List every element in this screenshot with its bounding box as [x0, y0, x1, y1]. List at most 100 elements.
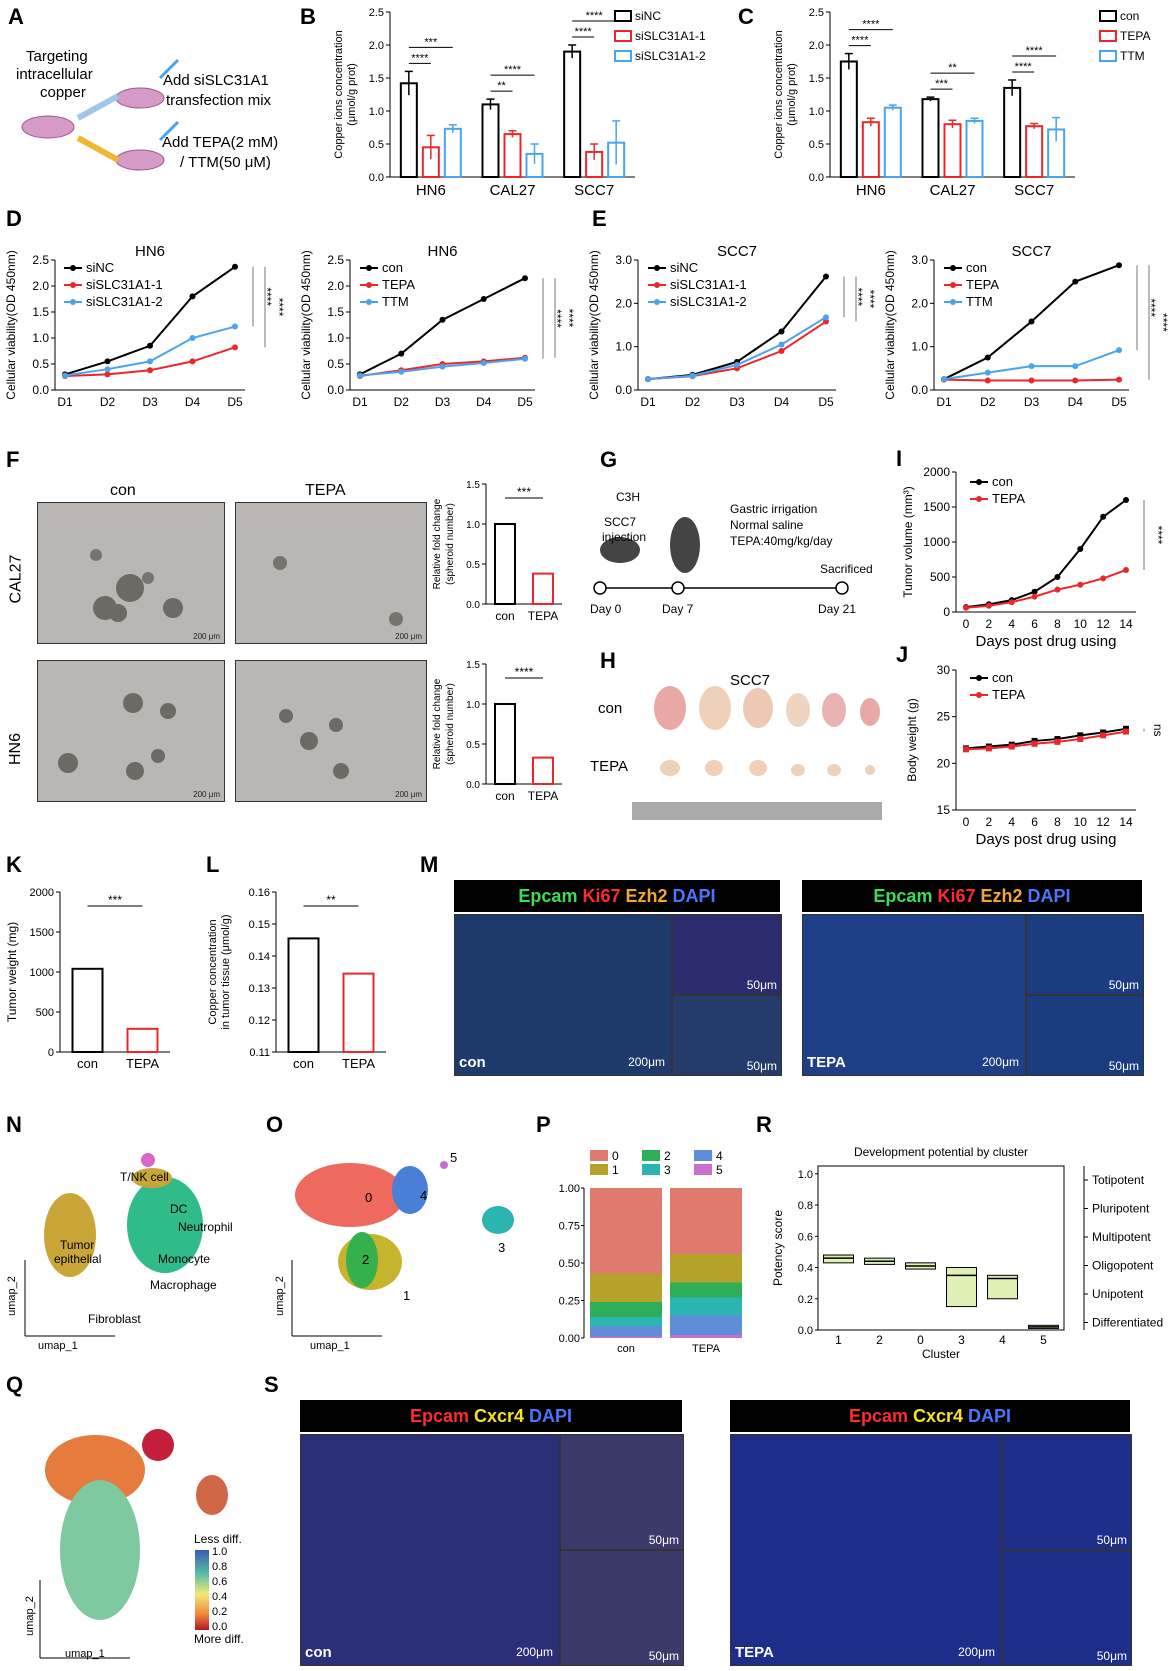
y-tick-label: 0.0: [466, 780, 480, 791]
panel-s: Epcam Cxcr4 DAPI Epcam Cxcr4 DAPI con 200…: [290, 1400, 1172, 1666]
data-point: [1116, 376, 1122, 383]
y-tick-label: 2000: [30, 887, 54, 899]
y-tick-label: 0.0: [369, 172, 384, 184]
data-point: [985, 745, 992, 752]
o-lbl0: 0: [365, 1190, 373, 1205]
data-point: [1031, 740, 1038, 747]
panel-letter-i: I: [896, 446, 903, 471]
data-point: [1072, 278, 1079, 285]
y-tick-label: 1.0: [911, 340, 928, 354]
y-axis-label: (μmol/g prot): [346, 63, 358, 126]
m-img-tepa-zoom1: 50μm: [1026, 914, 1144, 995]
panel-q: Less diff. More diff. 1.0 0.8 0.6 0.4 0.2 0.0…: [0, 1400, 290, 1666]
s-label-tepa: TEPA: [735, 1644, 774, 1661]
chart-title: SCC7: [717, 243, 757, 260]
legend-label: siSLC31A1-1: [670, 277, 747, 292]
a-text-1: Targeting: [26, 48, 88, 65]
legend-label: con: [992, 474, 1013, 489]
x-tick-label: 14: [1119, 815, 1133, 829]
panel-m: Epcam Ki67 Ezh2 DAPI Epcam Ki67 Ezh2 DAP…: [440, 880, 1172, 1080]
data-point: [984, 377, 991, 384]
s-bar-left: Epcam Cxcr4 DAPI: [300, 1400, 682, 1432]
data-point: [480, 359, 487, 366]
s-img-con-zoom1: 50μm: [560, 1434, 684, 1550]
panel-letter-j: J: [896, 642, 909, 667]
y-tick-label: 0.0: [798, 1325, 813, 1337]
y-axis-label: (spheroid number): [445, 683, 456, 765]
stack-segment: [670, 1297, 742, 1316]
x-tick-label: D3: [435, 395, 451, 409]
legend-marker: [70, 299, 76, 305]
data-point: [398, 350, 405, 357]
data-point: [147, 342, 153, 349]
legend-label: siNC: [635, 9, 661, 23]
y-tick-label: 0.2: [798, 1294, 813, 1306]
legend-marker: [976, 675, 982, 681]
x-tick-label: D4: [1068, 395, 1084, 409]
bar: [883, 106, 902, 178]
data-point: [1028, 318, 1035, 325]
x-tick-label: TEPA: [528, 789, 558, 803]
y-tick-label: 1.5: [369, 73, 384, 85]
bar: [342, 972, 375, 1053]
chart-title: HN6: [427, 243, 457, 260]
legend-label: siSLC31A1-2: [670, 294, 747, 309]
y-tick-label: 2.0: [809, 40, 824, 52]
y-axis-label: Relative fold change: [432, 498, 443, 589]
legend-marker: [976, 496, 982, 502]
y-tick-label: 2000: [923, 465, 950, 479]
x-tick-label: 6: [1031, 617, 1038, 631]
m-img-tepa-main: TEPA 200μm: [802, 914, 1026, 1076]
x-tick-label: D1: [640, 395, 656, 409]
n-c3: Neutrophil: [178, 1220, 233, 1234]
s-s50-c: 50μm: [1096, 1533, 1127, 1547]
data-point: [1100, 732, 1107, 739]
y-tick-label: 0.13: [249, 983, 270, 995]
data-point: [1077, 732, 1084, 739]
level-label: Differentiated: [1092, 1316, 1163, 1330]
panel-f-bar1: 0.0 0.5 1.0 1.5 Relative fold change (spheroi…: [430, 470, 570, 640]
data-point: [1077, 581, 1084, 588]
stack-segment: [670, 1188, 742, 1254]
data-point: [1072, 363, 1079, 370]
data-point: [689, 372, 696, 379]
x-tick-label: 0: [963, 617, 970, 631]
bar: [965, 119, 984, 178]
y-tick-label: 2.0: [911, 296, 928, 310]
plot-frame: [817, 1165, 1065, 1331]
f-col2: TEPA: [305, 482, 346, 499]
stack-segment: [670, 1254, 742, 1283]
y-tick-label: 15: [937, 803, 951, 817]
box: [823, 1254, 854, 1264]
x-tick-label: D1: [57, 395, 73, 409]
x-tick-label: CAL27: [490, 182, 536, 199]
chart-svg: 0.0 0.5 1.0 1.5 2.0 2.5 Cellular viability(OD …: [299, 243, 576, 409]
data-point: [104, 358, 111, 365]
f-scale-1: 200 μm: [193, 632, 220, 641]
y-tick-label: 2.0: [369, 40, 384, 52]
legend-swatch: [1099, 50, 1117, 62]
data-point: [984, 369, 991, 376]
legend-label: siSLC31A1-1: [635, 29, 706, 43]
m-s50-b: 50μm: [746, 1059, 777, 1073]
bar: [503, 133, 522, 179]
g-strain: C3H: [616, 490, 641, 504]
s-s200-con: 200μm: [516, 1645, 553, 1659]
y-axis-label: Copper concentration: [207, 919, 219, 1024]
sig-label: ****: [260, 287, 274, 306]
x-tick-label: 4: [1008, 617, 1015, 631]
x-tick-label: D4: [185, 395, 201, 409]
n-c6: Monocyte: [158, 1252, 211, 1266]
y-tick-label: 1.5: [32, 305, 49, 319]
h-row2: TEPA: [590, 758, 629, 775]
panel-l-chart: 0.11 0.12 0.13 0.14 0.15 0.16 Copper concentra…: [200, 878, 420, 1078]
m-img-con-main: con 200μm: [454, 914, 672, 1076]
legend-label: siSLC31A1-1: [86, 277, 163, 292]
data-point: [1077, 546, 1084, 552]
x-tick-label: 0: [963, 815, 970, 829]
level-label: Totipotent: [1092, 1173, 1145, 1187]
x-tick-label: TEPA: [342, 1056, 375, 1071]
sig-label: ****: [1144, 298, 1158, 317]
panel-letter-r: R: [756, 1112, 772, 1137]
y-tick-label: 1.0: [466, 700, 480, 711]
